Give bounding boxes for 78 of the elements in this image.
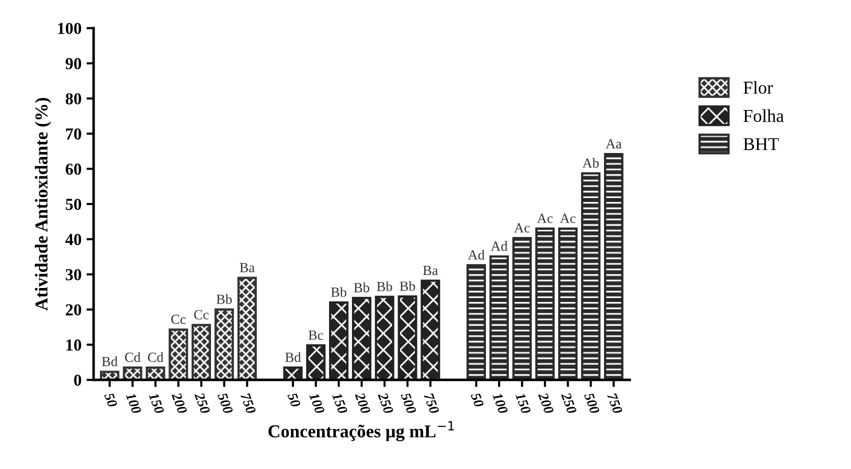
bar — [168, 328, 188, 380]
data-label: Bb — [216, 294, 232, 304]
x-tick-label: 250 — [378, 392, 394, 414]
data-label: Bd — [285, 352, 301, 362]
x-tick-label: 500 — [400, 392, 417, 414]
bar — [398, 295, 418, 380]
y-tick-label: 80 — [66, 93, 82, 104]
x-tick-label: 50 — [104, 392, 118, 408]
legend-label: Flor — [743, 81, 773, 94]
data-label: Cc — [194, 310, 209, 320]
y-tick-label: 90 — [66, 58, 82, 70]
x-tick-label: 100 — [309, 392, 325, 414]
y-tick-label: 10 — [66, 339, 82, 351]
legend-label: Folha — [743, 109, 784, 122]
data-label: Ba — [240, 263, 255, 272]
x-tick-label: 50 — [287, 392, 301, 408]
data-label: Ac — [537, 214, 553, 224]
y-tick-label: 30 — [66, 269, 82, 280]
bar — [558, 228, 578, 380]
data-label: Cd — [148, 352, 164, 362]
x-tick-label: 150 — [515, 392, 532, 414]
y-axis-title: Atividade Antioxidante (%) — [34, 98, 52, 311]
y-tick-label: 50 — [66, 198, 82, 210]
bar — [352, 296, 372, 380]
bar — [489, 255, 509, 380]
x-tick-label: 500 — [217, 392, 234, 414]
data-label: Bc — [308, 330, 324, 340]
y-tick-label: 0 — [74, 374, 82, 386]
x-tick-label: 150 — [148, 392, 164, 414]
bar — [122, 366, 142, 380]
data-label: Ad — [490, 241, 508, 251]
bar — [329, 301, 348, 380]
data-label: Bb — [400, 281, 416, 291]
bar — [512, 237, 532, 380]
bar — [306, 344, 326, 380]
bar — [581, 172, 600, 380]
x-tick-label: 750 — [424, 392, 440, 414]
data-label: Ac — [514, 223, 530, 233]
x-tick-label: 100 — [492, 392, 508, 414]
y-tick-label: 60 — [66, 164, 82, 175]
bar — [420, 280, 440, 380]
x-tick-label: 50 — [470, 392, 484, 408]
x-tick-label: 250 — [194, 392, 210, 414]
data-label: Ab — [582, 158, 599, 168]
x-tick-label: 750 — [607, 392, 623, 414]
data-label: Ba — [423, 266, 438, 276]
bar — [535, 228, 555, 380]
bar — [214, 308, 234, 380]
data-label: Aa — [606, 139, 622, 148]
x-tick-label: 500 — [584, 392, 600, 414]
x-tick-label: 750 — [240, 392, 256, 414]
y-tick-label: 20 — [66, 304, 82, 316]
data-label: Cd — [125, 352, 140, 362]
x-tick-label: 250 — [560, 392, 577, 414]
data-label: Cc — [171, 314, 186, 324]
bar — [374, 296, 394, 380]
bar — [237, 276, 257, 380]
data-label: Bd — [102, 356, 118, 366]
bar — [192, 324, 211, 380]
bar — [604, 152, 624, 380]
data-label: Ad — [468, 250, 485, 260]
x-tick-label: 200 — [171, 392, 188, 414]
bar — [100, 370, 120, 380]
x-tick-label: 200 — [538, 392, 554, 414]
y-tick-label: 70 — [66, 128, 82, 140]
y-tick-label: 100 — [58, 22, 82, 34]
x-tick-label: 100 — [126, 392, 142, 414]
data-label: Ac — [560, 214, 576, 224]
data-label: Bb — [354, 282, 370, 292]
y-tick-label: 40 — [65, 234, 82, 246]
x-axis-title: Concentrações μg mL$^{−1}$ — [268, 421, 454, 442]
x-tick-label: 200 — [354, 392, 371, 414]
data-label: Bb — [376, 282, 392, 292]
bar — [466, 264, 486, 380]
bar — [283, 366, 303, 380]
x-tick-label: 150 — [332, 392, 348, 414]
legend-label: BHT — [743, 138, 779, 150]
data-label: Bb — [331, 287, 346, 297]
